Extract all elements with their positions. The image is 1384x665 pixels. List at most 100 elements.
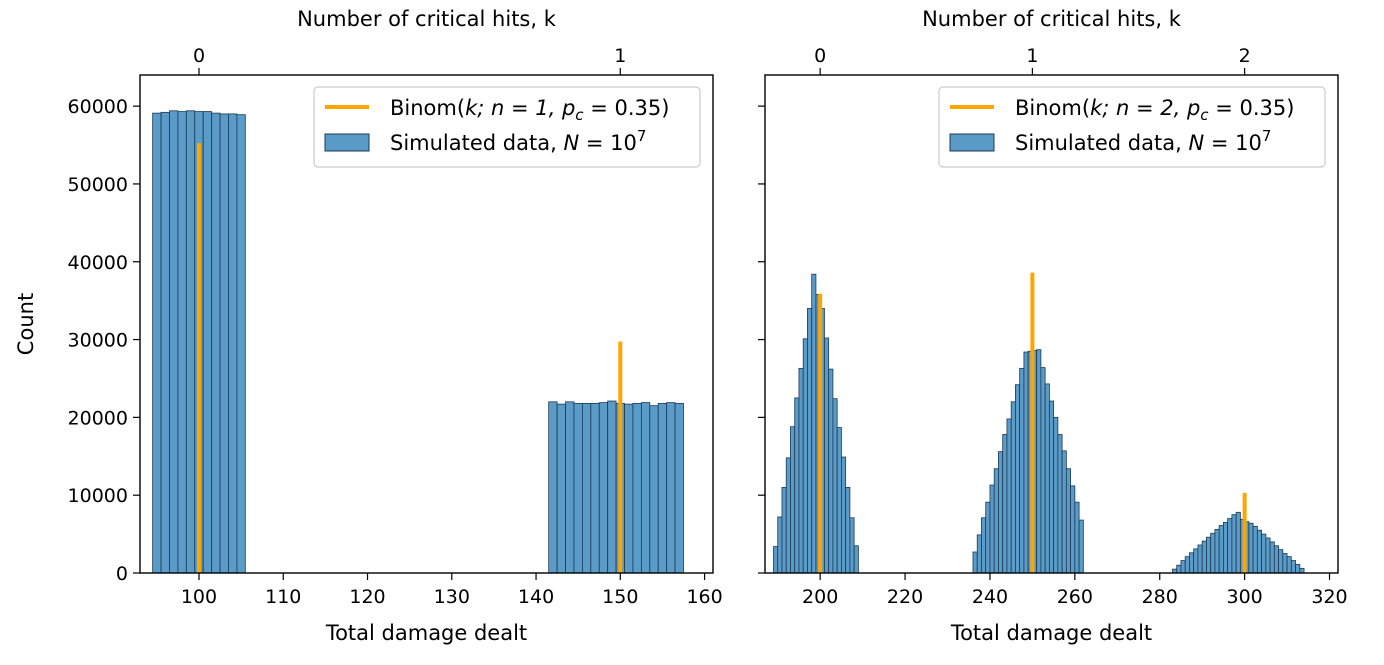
histogram-bar-42 [1061,450,1067,574]
histogram-bar-18 [598,402,609,574]
histogram-bar-31 [1015,384,1021,574]
histogram-bar-7 [798,367,804,574]
histogram-bar-25 [657,402,668,574]
histogram-bar-24 [985,501,991,574]
axes-frame [139,74,714,574]
histogram-bar-46 [1078,519,1084,574]
y-tick-label-6: 50000 [68,174,128,196]
histogram-bar-23 [981,517,987,574]
histogram-bar-20 [853,545,859,574]
legend-text-math: k; n = 1, p [465,96,575,120]
x-tick-label-5: 280 [1142,586,1178,608]
histogram-bar-9 [807,308,813,574]
histogram-bar-45 [1074,501,1080,574]
histogram-bar-6 [794,397,800,574]
legend-patch-histogram [324,133,370,152]
legend-text-mid: = 10 [1204,131,1262,155]
histogram-bar-37 [1040,367,1046,574]
top-axis-label: Number of critical hits, k [297,7,557,31]
legend-text-math: N [563,131,579,155]
histogram-bar-39 [1048,400,1055,574]
histogram-bar-21 [972,551,978,574]
histogram-bar-14 [828,368,834,574]
y-tick-label-1: 0 [116,563,128,585]
x-tick-label-1: 200 [802,586,838,608]
legend-box [938,86,1326,168]
histogram-bar-70 [1269,541,1275,574]
x-tick-label-2: 220 [887,586,923,608]
histogram-bar-1 [773,546,779,574]
chart-panel-2: 200 220 240 260 280 300 320 0 1 2 Total damage dea… [758,7,1348,645]
chart-panel-1: 100 110 120 130 140 150 160 0 1 0 10000 20000 30000 4… [14,7,723,645]
histogram-bar-9 [219,113,229,574]
histogram-bar-7 [202,111,213,574]
histogram-bar-76 [1295,564,1301,574]
legend-patch-histogram [949,133,995,152]
histogram-bar-26 [993,468,999,574]
histogram-bar-69 [1265,537,1271,574]
x-tick-label-6: 300 [1226,586,1262,608]
histogram-bar-59 [1223,522,1229,574]
histogram-bar-58 [1218,525,1224,574]
histogram-bar-12 [548,401,558,574]
histogram-bar-72 [1278,549,1284,574]
histogram-bar-8 [802,338,808,574]
legend-text-math: N [1188,131,1204,155]
x-tick-label-3: 240 [972,586,1008,608]
histogram-bar-40 [1053,416,1059,574]
x-tick-label-5: 140 [518,586,554,608]
histogram-bar-32 [1019,367,1025,574]
histogram-bar-62 [1235,511,1241,574]
histogram-bar-57 [1214,529,1220,574]
x-tick-label-7: 160 [686,586,722,608]
legend-box [313,86,701,168]
histogram-bar-10 [811,273,817,574]
histogram-bar-61 [1231,514,1237,574]
y-tick-label-7: 60000 [68,96,128,118]
x-axis-label: Total damage dealt [325,621,527,645]
histogram-bar-25 [989,484,995,574]
histogram-bar-36 [1036,349,1042,574]
histogram-bar-24 [649,405,659,574]
histogram-bar-16 [581,402,592,574]
histogram-bar-26 [666,402,676,574]
legend-text-prefix: Binom( [1015,96,1090,120]
histogram-bar-66 [1252,525,1258,574]
x-tick-label-1: 100 [181,586,217,608]
histogram-bar-4 [177,111,187,574]
legend-label-binomial: Binom(k; n = 2, pc = 0.35) [1015,96,1294,124]
histogram-bar-49 [1180,560,1186,574]
histogram-bar-74 [1286,556,1292,574]
histogram-bar-77 [1299,567,1305,574]
histogram-bar-71 [1273,545,1279,574]
legend-text-prefix: Simulated data, [1015,131,1188,155]
histogram-bar-4 [785,457,791,574]
histogram-bar-13 [824,337,830,574]
legend-label-histogram: Simulated data, N = 107 [1015,127,1271,155]
y-tick-label-3: 20000 [68,407,128,429]
histogram-bar-21 [624,403,634,574]
histogram-bar-50 [1184,556,1190,574]
histogram-bar-41 [1057,434,1063,574]
y-axis-label: Count [14,293,38,355]
histogram-bar-16 [836,427,842,574]
legend-label-histogram: Simulated data, N = 107 [390,127,646,155]
histogram-bar-5 [185,110,196,574]
histogram-bar-68 [1261,533,1267,574]
legend: Binom(k; n = 2, pc = 0.35) Simulated data… [938,86,1326,168]
histogram-bar-8 [211,112,221,574]
top-tick-label-3: 2 [1239,45,1251,67]
x-tick-label-6: 150 [602,586,638,608]
histogram-bar-18 [845,487,851,574]
axes-frame [764,74,1339,574]
histogram-bar-55 [1206,536,1212,574]
legend-text-subscript: c [575,106,584,124]
histogram-bar-60 [1227,518,1233,574]
histogram-bar-52 [1193,548,1199,574]
histogram-bar-3 [169,110,179,574]
histogram-bar-15 [573,402,583,574]
histogram-bar-5 [790,426,796,574]
histogram-bar-22 [976,534,982,574]
x-tick-label-7: 320 [1311,586,1347,608]
